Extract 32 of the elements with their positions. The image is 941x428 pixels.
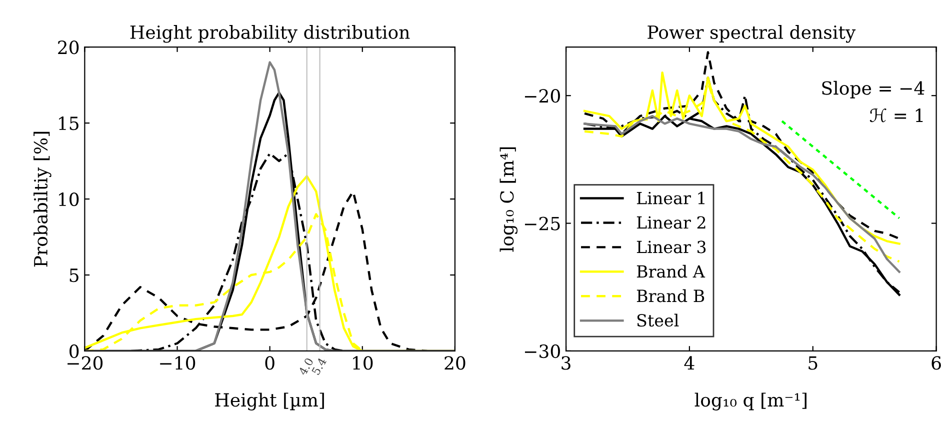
y-tick-label: −25 [524,216,560,230]
y-tick-label: 0 [70,344,79,358]
y-tick-label: 15 [59,116,78,130]
y-tick-label: 20 [58,40,79,54]
ref-line-label: 4.0 [298,357,314,376]
y-tick-label: −30 [524,344,560,358]
annotation: Slope = −4 [822,80,924,98]
chart-title: Height probability distribution [130,25,410,43]
y-tick-label: 10 [59,192,79,206]
x-tick-label: 0 [265,356,274,370]
x-axis-title: log₁₀ q [m⁻¹] [694,392,806,410]
legend-label: Brand B [636,289,704,302]
x-tick-label: 10 [353,356,373,370]
x-tick-label: 3 [562,356,570,370]
x-tick-label: 5 [808,356,818,370]
legend-label: Linear 3 [636,240,706,254]
x-tick-label: −10 [160,356,196,370]
x-tick-label: 20 [444,356,466,370]
annotation: ℋ = 1 [870,108,923,122]
legend-label: Steel [637,314,679,327]
legend-label: Brand A [636,264,706,278]
x-axis-title: Height [µm] [215,392,324,410]
y-axis-title: Probabiltiy [%] [34,132,52,267]
x-tick-label: 4 [684,356,694,370]
x-tick-label: 6 [932,356,941,370]
y-tick-label: −20 [524,89,560,103]
legend-label: Linear 2 [636,216,706,229]
chart-title: Power spectral density [648,25,856,43]
ref-line-label: 5.4 [311,357,327,376]
y-axis-title: log₁₀ C [m⁴] [500,147,518,252]
y-tick-label: 5 [70,268,78,282]
legend-label: Linear 1 [636,192,704,204]
